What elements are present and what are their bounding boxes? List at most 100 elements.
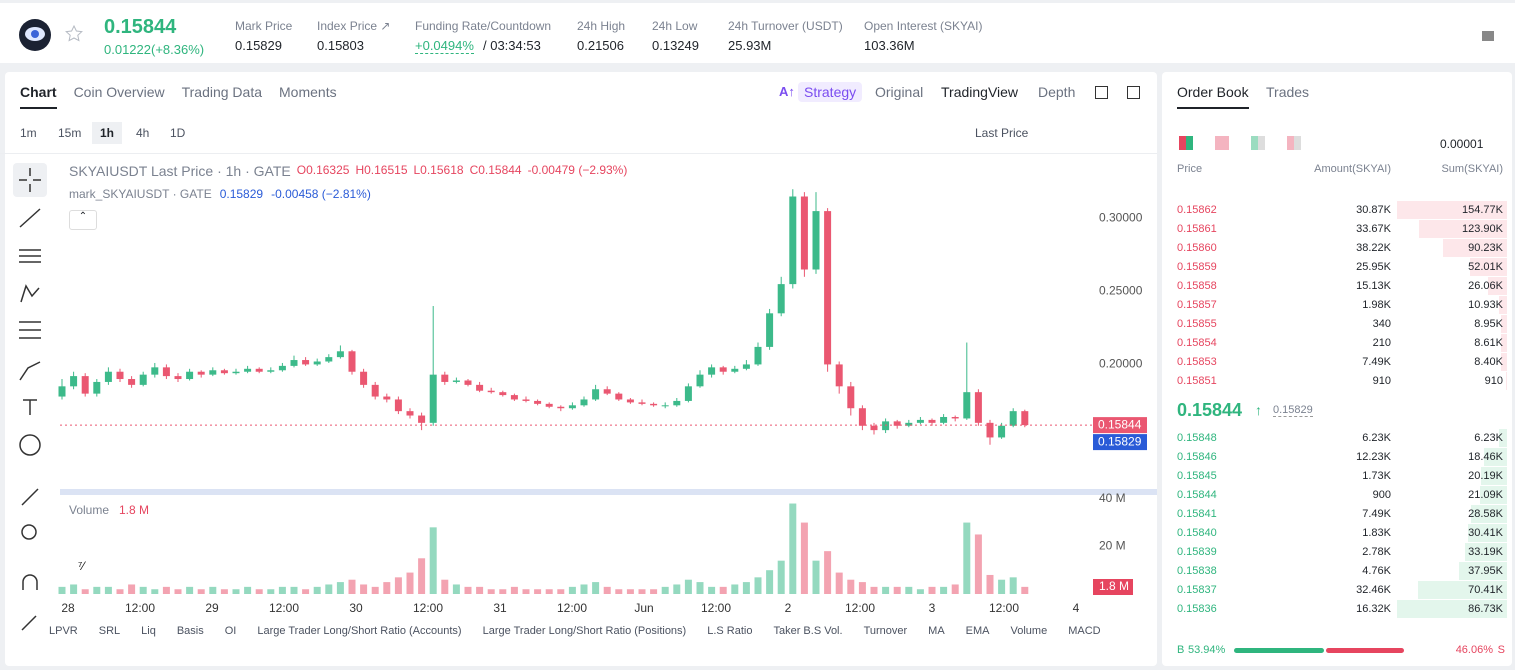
volume-bar (800, 522, 808, 594)
book-cell: 0.15851 (1177, 375, 1217, 387)
candle-body (302, 360, 310, 365)
book-cell: 0.15859 (1177, 261, 1217, 273)
indicator[interactable]: MACD (1068, 625, 1101, 637)
candle-body (360, 371, 368, 385)
layout-icon[interactable] (1480, 28, 1496, 44)
legend-item: C0.15844 (469, 163, 522, 177)
candle-body (267, 370, 275, 372)
indicator[interactable]: Basis (176, 625, 204, 637)
depth-bar (1442, 239, 1507, 257)
indicator[interactable]: Large Trader Long/Short Ratio (Positions… (482, 625, 687, 637)
candle-body (499, 392, 507, 396)
legend-item: -0.00458 (−2.81%) (271, 187, 371, 201)
stat-value: 103.36M (864, 38, 915, 53)
indicator[interactable]: LPVR (49, 625, 78, 637)
x-tick-label: Jun (634, 601, 653, 615)
legend-row: SKYAIUSDT Last Price · 1h · GATE O0.16325… (69, 163, 627, 179)
indicator[interactable]: Volume (1010, 625, 1048, 637)
chart-tab[interactable]: Chart (20, 84, 57, 109)
candle-body (1021, 411, 1029, 426)
volume-bar (615, 589, 623, 594)
book-cell: 8.40K (1474, 356, 1503, 368)
book-cell: 25.95K (1356, 261, 1391, 273)
x-tick-label: 29 (205, 601, 219, 615)
candle-body (452, 380, 460, 382)
view-tab[interactable]: Original (875, 84, 924, 100)
book-cell: 33.19K (1468, 546, 1503, 558)
book-view-icon[interactable] (1251, 136, 1265, 150)
coin-logo (19, 19, 51, 51)
indicator[interactable]: L.S Ratio (707, 625, 753, 637)
book-cell: 12.23K (1356, 451, 1391, 463)
chart-tab[interactable]: Trading Data (181, 84, 263, 100)
volume-bar (812, 560, 820, 594)
volume-bar (290, 586, 298, 594)
book-cell: 1.83K (1362, 527, 1391, 539)
candle-body (766, 313, 774, 347)
interval[interactable]: 1D (170, 126, 186, 140)
candle-body (661, 405, 669, 407)
precision[interactable]: 0.00001 (1440, 137, 1484, 151)
candle-body (441, 374, 449, 382)
book-cell: 0.15845 (1177, 470, 1217, 482)
volume-bar (580, 584, 588, 594)
book-view-icon[interactable] (1215, 136, 1229, 150)
view-tab[interactable]: Depth (1038, 84, 1076, 100)
divider (0, 153, 1157, 154)
interval[interactable]: 4h (136, 126, 150, 140)
candle-body (974, 392, 982, 423)
volume-bar (847, 579, 855, 594)
volume-bar (81, 589, 89, 594)
indicator[interactable]: EMA (965, 625, 990, 637)
volume-bar (499, 589, 507, 594)
volume-bar (313, 586, 321, 594)
candle-body (406, 411, 414, 416)
indicator[interactable]: SRL (98, 625, 121, 637)
book-cell: 90.23K (1468, 242, 1503, 254)
view-tab[interactable]: TradingView (941, 84, 1019, 100)
book-tab[interactable]: Order Book (1177, 84, 1249, 109)
ratio-sell: 46.06% (1455, 644, 1493, 656)
interval[interactable]: 15m (58, 126, 82, 140)
book-cell: 1.98K (1362, 299, 1391, 311)
book-cell: 154.77K (1462, 204, 1503, 216)
panel-icon[interactable] (1095, 86, 1108, 99)
indicator[interactable]: Turnover (863, 625, 908, 637)
book-tab[interactable]: Trades (1266, 84, 1310, 100)
volume-bar (197, 589, 205, 594)
interval[interactable]: 1m (20, 126, 37, 140)
price-type[interactable]: Last Price (975, 126, 1029, 140)
candle-body (882, 421, 890, 431)
volume-bar (534, 589, 542, 594)
volume-bar (928, 586, 936, 594)
candle-body (394, 399, 402, 412)
depth-bar (1501, 353, 1507, 371)
volume-bar (545, 589, 553, 594)
indicator[interactable]: Large Trader Long/Short Ratio (Accounts) (257, 625, 462, 637)
candle-body (673, 400, 681, 406)
chart-tab[interactable]: Coin Overview (73, 84, 165, 100)
volume-bar (267, 589, 275, 594)
candle-body (232, 371, 240, 374)
candle-body (835, 364, 843, 387)
panel-icon[interactable] (1127, 86, 1140, 99)
candle-body (696, 374, 704, 387)
y-tick-label: 20 M (1099, 539, 1126, 553)
book-view-icon[interactable] (1179, 136, 1193, 150)
view-tab[interactable]: Strategy (798, 82, 863, 102)
candle-body (580, 399, 588, 406)
indicator[interactable]: Taker B.S Vol. (773, 625, 843, 637)
volume-bar (708, 586, 716, 594)
candle-body (313, 361, 321, 365)
volume-bar (742, 582, 750, 594)
book-view-icon[interactable] (1287, 136, 1301, 150)
interval[interactable]: 1h (92, 122, 123, 144)
chart-tab[interactable]: Moments (279, 84, 337, 100)
indicator[interactable]: MA (928, 625, 945, 637)
indicator[interactable]: OI (224, 625, 237, 637)
book-cell: 8.95K (1474, 318, 1503, 330)
volume-bar (522, 589, 530, 594)
collapse-button[interactable]: ⌃ (69, 210, 97, 230)
favorite-star[interactable] (64, 24, 84, 44)
indicator[interactable]: Liq (141, 625, 156, 637)
